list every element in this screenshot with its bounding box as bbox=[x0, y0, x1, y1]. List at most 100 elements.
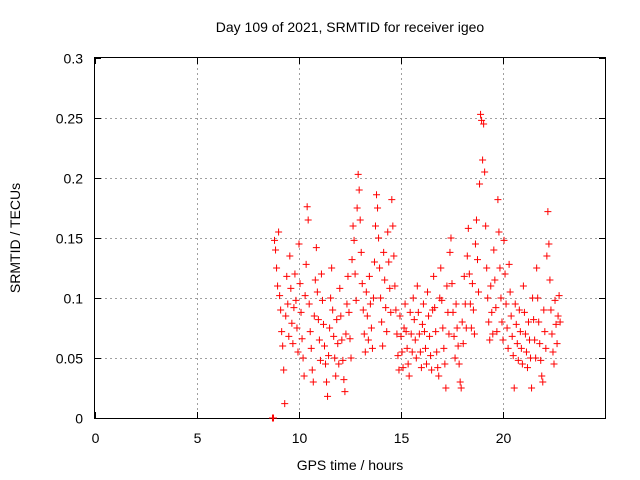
data-point bbox=[364, 336, 372, 344]
data-point bbox=[460, 272, 468, 280]
data-point bbox=[435, 372, 443, 380]
data-point bbox=[270, 414, 277, 422]
data-point bbox=[477, 110, 485, 118]
data-point bbox=[355, 186, 363, 194]
data-point bbox=[538, 372, 546, 380]
data-point bbox=[507, 312, 515, 320]
data-point bbox=[338, 336, 346, 344]
data-point bbox=[404, 360, 412, 368]
data-point bbox=[521, 330, 529, 338]
data-point bbox=[486, 336, 494, 344]
data-point bbox=[508, 332, 516, 340]
data-point bbox=[326, 324, 334, 332]
data-point bbox=[391, 282, 399, 290]
data-point bbox=[324, 392, 332, 400]
data-point bbox=[530, 316, 538, 324]
data-point bbox=[359, 306, 367, 314]
x-tick-label: 15 bbox=[394, 430, 410, 446]
data-point bbox=[501, 270, 509, 278]
data-point bbox=[402, 328, 410, 336]
data-point bbox=[421, 344, 429, 352]
data-point bbox=[309, 378, 317, 386]
data-point bbox=[397, 332, 405, 340]
data-point bbox=[463, 252, 471, 260]
data-point bbox=[504, 344, 512, 352]
data-point bbox=[505, 260, 513, 268]
data-point bbox=[386, 284, 394, 292]
data-point bbox=[543, 252, 551, 260]
data-point bbox=[545, 240, 553, 248]
data-point bbox=[424, 288, 432, 296]
data-point bbox=[408, 348, 416, 356]
data-point bbox=[349, 222, 357, 230]
data-point bbox=[329, 306, 337, 314]
data-point bbox=[494, 196, 502, 204]
data-point bbox=[345, 308, 353, 316]
data-point bbox=[398, 348, 406, 356]
data-point bbox=[361, 348, 369, 356]
y-tick-label: 0.15 bbox=[56, 231, 83, 247]
data-point bbox=[322, 360, 330, 368]
data-point bbox=[449, 308, 457, 316]
data-point bbox=[312, 244, 320, 252]
data-point bbox=[307, 344, 315, 352]
data-point bbox=[511, 300, 519, 308]
data-point bbox=[437, 264, 445, 272]
data-point bbox=[299, 354, 307, 362]
data-point bbox=[425, 312, 433, 320]
grid-lines bbox=[95, 58, 605, 418]
data-point bbox=[430, 272, 438, 280]
data-point bbox=[281, 400, 289, 408]
data-point bbox=[418, 320, 426, 328]
data-point bbox=[291, 270, 299, 278]
data-point bbox=[541, 328, 549, 336]
data-point bbox=[277, 306, 285, 314]
data-point bbox=[556, 318, 564, 326]
y-tick-label: 0.2 bbox=[64, 171, 84, 187]
data-point bbox=[555, 292, 563, 300]
y-tick-label: 0 bbox=[75, 411, 83, 427]
data-point bbox=[453, 324, 461, 332]
data-point bbox=[330, 332, 338, 340]
data-point bbox=[273, 264, 281, 272]
data-point bbox=[498, 318, 506, 326]
data-point bbox=[532, 354, 540, 362]
data-point bbox=[385, 258, 393, 266]
data-point bbox=[520, 308, 528, 316]
data-point bbox=[358, 280, 366, 288]
data-point bbox=[539, 378, 547, 386]
data-point bbox=[387, 308, 395, 316]
data-point bbox=[275, 228, 283, 236]
data-point bbox=[372, 222, 379, 230]
data-point bbox=[271, 236, 279, 244]
data-point bbox=[327, 294, 335, 302]
data-point bbox=[414, 308, 422, 316]
data-point bbox=[549, 348, 557, 356]
data-point bbox=[319, 320, 327, 328]
data-point bbox=[376, 264, 384, 272]
data-point bbox=[305, 300, 313, 308]
data-point bbox=[333, 316, 341, 324]
data-point bbox=[469, 306, 477, 314]
data-point bbox=[483, 264, 491, 272]
data-point bbox=[392, 306, 400, 314]
data-point bbox=[441, 360, 449, 368]
data-point bbox=[500, 236, 508, 244]
data-point bbox=[384, 228, 392, 236]
y-tick-label: 0.1 bbox=[64, 291, 84, 307]
y-tick-label: 0.25 bbox=[56, 111, 83, 127]
data-point bbox=[390, 252, 398, 260]
data-point bbox=[514, 356, 522, 364]
data-point bbox=[354, 170, 362, 178]
data-point bbox=[368, 344, 376, 352]
data-point bbox=[427, 352, 435, 360]
data-point bbox=[531, 336, 539, 344]
data-point bbox=[375, 234, 383, 242]
data-point bbox=[400, 324, 408, 332]
data-point bbox=[314, 316, 322, 324]
data-point bbox=[300, 372, 308, 380]
data-point bbox=[365, 272, 373, 280]
data-point bbox=[374, 204, 382, 212]
data-point bbox=[317, 270, 325, 278]
data-point bbox=[423, 360, 430, 368]
